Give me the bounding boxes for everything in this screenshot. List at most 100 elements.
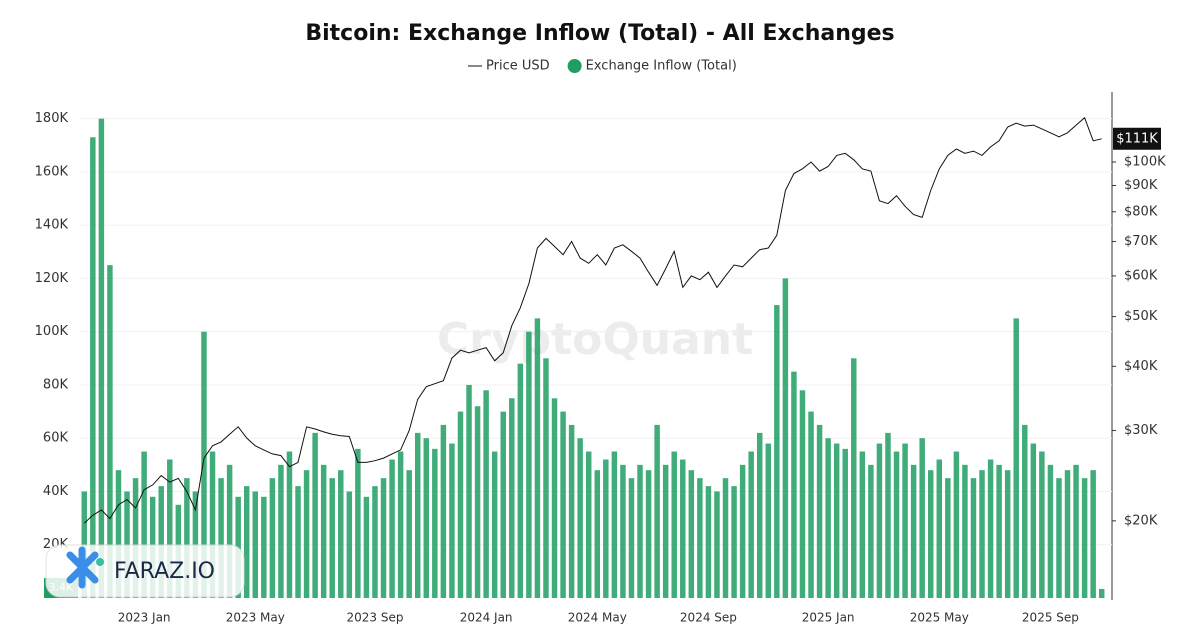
x-tick-label: 2023 May: [226, 611, 285, 625]
bar: [338, 470, 344, 598]
x-tick-label: 2024 Sep: [680, 611, 737, 625]
bar: [278, 464, 284, 598]
bar: [107, 265, 113, 598]
bar: [252, 491, 259, 598]
bar: [791, 371, 797, 598]
bar: [910, 464, 917, 598]
bar: [218, 478, 224, 598]
bar: [526, 331, 532, 598]
bar: [355, 448, 361, 598]
bar: [363, 496, 370, 598]
bar: [705, 486, 712, 598]
y2-tick-label: $30K: [1124, 423, 1158, 438]
legend-label: Price USD: [486, 59, 550, 74]
bar: [440, 424, 447, 598]
bar: [1098, 588, 1105, 598]
bar: [671, 451, 677, 598]
bar: [1090, 470, 1096, 598]
brand-text: FARAZ.IO: [114, 559, 215, 584]
bar: [397, 451, 404, 598]
bar: [449, 443, 455, 598]
chart-title: Bitcoin: Exchange Inflow (Total) - All E…: [305, 21, 894, 46]
bar: [979, 470, 985, 598]
bar: [158, 486, 164, 598]
bar: [1047, 464, 1054, 598]
bar: [320, 464, 327, 598]
bar: [1004, 470, 1011, 598]
bar: [457, 411, 464, 598]
bar: [167, 459, 173, 598]
bar: [885, 432, 891, 598]
bar: [209, 451, 216, 598]
last-value-label: $111K: [1116, 131, 1158, 146]
bar: [825, 438, 831, 598]
bar: [1022, 424, 1028, 598]
y-tick-label: 180K: [35, 111, 69, 126]
bar: [927, 470, 934, 598]
bar: [816, 424, 823, 598]
bar: [868, 464, 874, 598]
bar: [483, 390, 489, 598]
bar: [184, 478, 190, 598]
y-tick-label: 100K: [35, 324, 69, 339]
bar: [380, 478, 387, 598]
bar: [833, 443, 840, 598]
x-tick-label: 2024 Jan: [460, 611, 513, 625]
bar: [714, 491, 720, 598]
bar: [286, 451, 293, 598]
bar: [859, 451, 866, 598]
bar: [243, 486, 250, 598]
bar: [551, 398, 558, 598]
bar: [987, 459, 994, 598]
bar: [585, 451, 592, 598]
bar: [662, 464, 669, 598]
price-line: [83, 116, 1102, 524]
bar: [269, 478, 276, 598]
bar: [115, 470, 122, 598]
x-tick-label: 2025 May: [910, 611, 969, 625]
bar: [491, 451, 498, 598]
bar: [851, 358, 857, 598]
bar: [962, 464, 968, 598]
bar: [945, 478, 951, 598]
bar: [774, 305, 780, 598]
x-tick-label: 2023 Sep: [346, 611, 403, 625]
bar: [603, 459, 609, 598]
bar: [842, 448, 848, 598]
y-tick-label: 80K: [43, 377, 69, 392]
bar: [132, 478, 139, 598]
bar: [970, 478, 977, 598]
bar: [312, 432, 318, 598]
y2-tick-label: $50K: [1124, 309, 1158, 324]
watermark: CryptoQuant: [437, 314, 753, 365]
legend-label: Exchange Inflow (Total): [586, 59, 737, 74]
bar: [1056, 478, 1062, 598]
bar: [295, 486, 301, 598]
bar: [1030, 443, 1037, 598]
bar: [261, 496, 267, 598]
bar: [201, 331, 207, 598]
bar: [568, 424, 575, 598]
x-tick-label: 2025 Jan: [802, 611, 855, 625]
bar: [560, 411, 566, 598]
bar: [594, 470, 601, 598]
x-tick-label: 2024 May: [568, 611, 627, 625]
bar: [765, 443, 772, 598]
bar: [611, 451, 618, 598]
bar: [432, 448, 438, 598]
bar: [808, 411, 814, 598]
bar: [628, 478, 635, 598]
bar: [90, 137, 96, 598]
bar: [543, 358, 549, 598]
y2-tick-label: $90K: [1124, 178, 1158, 193]
bar: [654, 424, 660, 598]
bar: [748, 451, 754, 598]
y-tick-label: 40K: [43, 484, 69, 499]
bar: [500, 411, 506, 598]
bar: [688, 470, 695, 598]
bar: [414, 432, 421, 598]
last-value-badge: [1113, 127, 1161, 150]
bar: [534, 318, 541, 598]
bar: [731, 486, 737, 598]
